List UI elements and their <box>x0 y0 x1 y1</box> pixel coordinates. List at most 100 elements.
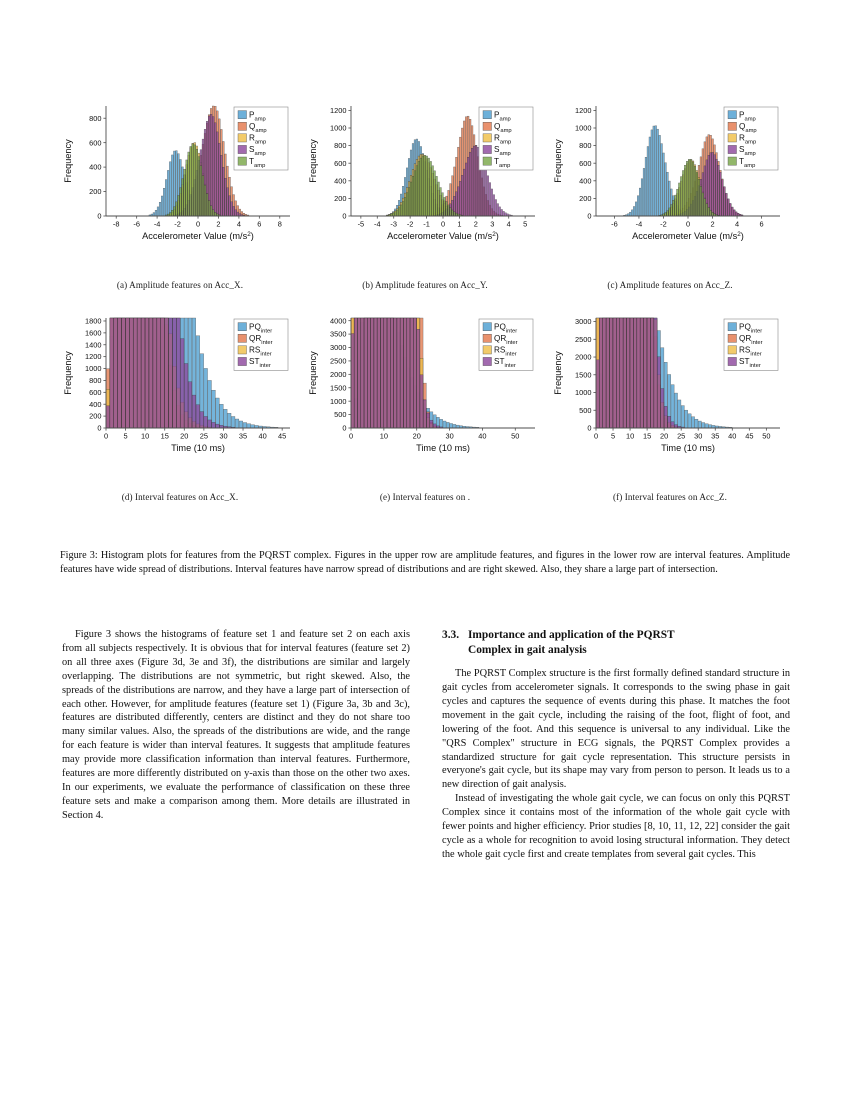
svg-text:30: 30 <box>445 432 453 441</box>
svg-text:8: 8 <box>278 220 282 229</box>
svg-text:3000: 3000 <box>575 317 591 326</box>
svg-text:-4: -4 <box>374 220 381 229</box>
svg-text:25: 25 <box>200 432 208 441</box>
histogram-acc-x-interval: 0 5 10 15 20 25 30 35 40 45 0 200 400 600 800 1000 1200 1… <box>60 304 300 489</box>
svg-text:800: 800 <box>579 141 591 150</box>
svg-text:1000: 1000 <box>330 124 346 133</box>
histogram-acc-x-amplitude: -8 -6 -4 -2 0 2 4 6 8 0 200 400 600 800 Accelerometer … <box>60 92 300 277</box>
svg-text:Frequency: Frequency <box>308 139 318 183</box>
svg-text:-4: -4 <box>154 220 161 229</box>
svg-text:1600: 1600 <box>85 328 101 337</box>
svg-text:4: 4 <box>507 220 511 229</box>
svg-text:0: 0 <box>97 212 101 221</box>
svg-text:3: 3 <box>490 220 494 229</box>
subfigure-e: 0 10 20 30 40 50 0 500 1000 1500 2000 2500 3000 3500 4… <box>305 304 545 502</box>
svg-text:40: 40 <box>728 432 736 441</box>
svg-text:3500: 3500 <box>330 330 346 339</box>
svg-text:1200: 1200 <box>575 106 591 115</box>
svg-text:0: 0 <box>594 432 598 441</box>
svg-text:0: 0 <box>441 220 445 229</box>
svg-text:0: 0 <box>342 424 346 433</box>
svg-text:-6: -6 <box>611 220 618 229</box>
svg-text:0: 0 <box>97 424 101 433</box>
subcaption-f: (f) Interval features on Acc_Z. <box>613 492 727 502</box>
svg-text:1000: 1000 <box>575 388 591 397</box>
svg-text:400: 400 <box>89 400 101 409</box>
svg-text:200: 200 <box>579 194 591 203</box>
svg-text:500: 500 <box>579 406 591 415</box>
svg-text:Accelerometer Value (m/s2): Accelerometer Value (m/s2) <box>632 231 744 242</box>
svg-text:Frequency: Frequency <box>553 139 563 183</box>
svg-text:0: 0 <box>342 212 346 221</box>
svg-text:-2: -2 <box>660 220 667 229</box>
svg-text:50: 50 <box>511 432 519 441</box>
svg-text:0: 0 <box>686 220 690 229</box>
right-paragraph-1: The PQRST Complex structure is the first… <box>442 668 790 791</box>
svg-text:45: 45 <box>278 432 286 441</box>
svg-text:200: 200 <box>334 194 346 203</box>
histogram-acc-z-interval: 0 5 10 15 20 25 30 35 40 45 50 0 500 1000 1500 2000 2500… <box>550 304 790 489</box>
section-heading-3-3: 3.3. Importance and application of the PQ… <box>442 628 790 658</box>
svg-text:3000: 3000 <box>330 343 346 352</box>
svg-text:Accelerometer Value (m/s2): Accelerometer Value (m/s2) <box>387 231 499 242</box>
svg-text:1500: 1500 <box>575 370 591 379</box>
svg-text:1200: 1200 <box>85 352 101 361</box>
svg-text:1000: 1000 <box>575 124 591 133</box>
svg-text:200: 200 <box>89 412 101 421</box>
svg-text:4000: 4000 <box>330 316 346 325</box>
svg-text:Time (10 ms): Time (10 ms) <box>171 443 225 453</box>
svg-text:2500: 2500 <box>575 335 591 344</box>
subcaption-a: (a) Amplitude features on Acc_X. <box>116 280 244 290</box>
figure-3: -8 -6 -4 -2 0 2 4 6 8 0 200 400 600 800 Accelerometer … <box>60 92 790 502</box>
svg-text:-1: -1 <box>423 220 430 229</box>
subcaption-d: (d) Interval features on Acc_X. <box>121 492 239 502</box>
svg-text:1200: 1200 <box>330 106 346 115</box>
right-column: 3.3. Importance and application of the PQ… <box>442 628 790 998</box>
svg-text:2000: 2000 <box>575 353 591 362</box>
svg-text:800: 800 <box>89 376 101 385</box>
svg-text:1800: 1800 <box>85 317 101 326</box>
svg-text:10: 10 <box>380 432 388 441</box>
svg-text:600: 600 <box>579 159 591 168</box>
svg-text:5: 5 <box>611 432 615 441</box>
section-number: 3.3. <box>442 629 460 641</box>
figure-caption: Figure 3: Histogram plots for features f… <box>60 550 790 575</box>
svg-text:40: 40 <box>258 432 266 441</box>
subfigure-b: -5 -4 -3 -2 -1 0 1 2 3 4 5 0 200 400 600 800 1000 1200 Acc… <box>305 92 545 290</box>
svg-text:400: 400 <box>89 163 101 172</box>
svg-text:2000: 2000 <box>330 370 346 379</box>
svg-text:600: 600 <box>334 159 346 168</box>
svg-text:1400: 1400 <box>85 340 101 349</box>
figure-row-amplitude: -8 -6 -4 -2 0 2 4 6 8 0 200 400 600 800 Accelerometer … <box>60 92 790 290</box>
subfigure-f: 0 5 10 15 20 25 30 35 40 45 50 0 500 1000 1500 2000 2500… <box>550 304 790 502</box>
svg-text:0: 0 <box>104 432 108 441</box>
svg-text:2: 2 <box>216 220 220 229</box>
figure-row-interval: 0 5 10 15 20 25 30 35 40 45 0 200 400 600 800 1000 1200 1… <box>60 304 790 502</box>
svg-text:5: 5 <box>124 432 128 441</box>
svg-text:2: 2 <box>710 220 714 229</box>
svg-text:0: 0 <box>349 432 353 441</box>
svg-text:-8: -8 <box>113 220 120 229</box>
subcaption-b: (b) Amplitude features on Acc_Y. <box>362 280 488 290</box>
histogram-acc-y-interval: 0 10 20 30 40 50 0 500 1000 1500 2000 2500 3000 3500 4… <box>305 304 545 489</box>
left-paragraph-1: Figure 3 shows the histograms of feature… <box>62 629 410 821</box>
svg-text:4: 4 <box>237 220 241 229</box>
right-paragraph-2: Instead of investigating the whole gait … <box>442 793 790 860</box>
svg-text:6: 6 <box>760 220 764 229</box>
svg-text:1500: 1500 <box>330 383 346 392</box>
svg-text:1000: 1000 <box>330 397 346 406</box>
svg-text:50: 50 <box>762 432 770 441</box>
svg-text:0: 0 <box>196 220 200 229</box>
histogram-acc-y-amplitude: -5 -4 -3 -2 -1 0 1 2 3 4 5 0 200 400 600 800 1000 1200 Acc… <box>305 92 545 277</box>
svg-text:Frequency: Frequency <box>63 139 73 183</box>
svg-text:35: 35 <box>711 432 719 441</box>
svg-text:-4: -4 <box>636 220 643 229</box>
svg-text:400: 400 <box>334 176 346 185</box>
section-title-line-2: Complex in gait analysis <box>468 644 587 657</box>
subfigure-c: -6 -4 -2 0 2 4 6 0 200 400 600 800 1000 1200 Accelerom… <box>550 92 790 290</box>
svg-text:Accelerometer Value (m/s2): Accelerometer Value (m/s2) <box>142 231 254 242</box>
svg-text:600: 600 <box>89 138 101 147</box>
svg-text:-6: -6 <box>133 220 140 229</box>
svg-text:30: 30 <box>219 432 227 441</box>
